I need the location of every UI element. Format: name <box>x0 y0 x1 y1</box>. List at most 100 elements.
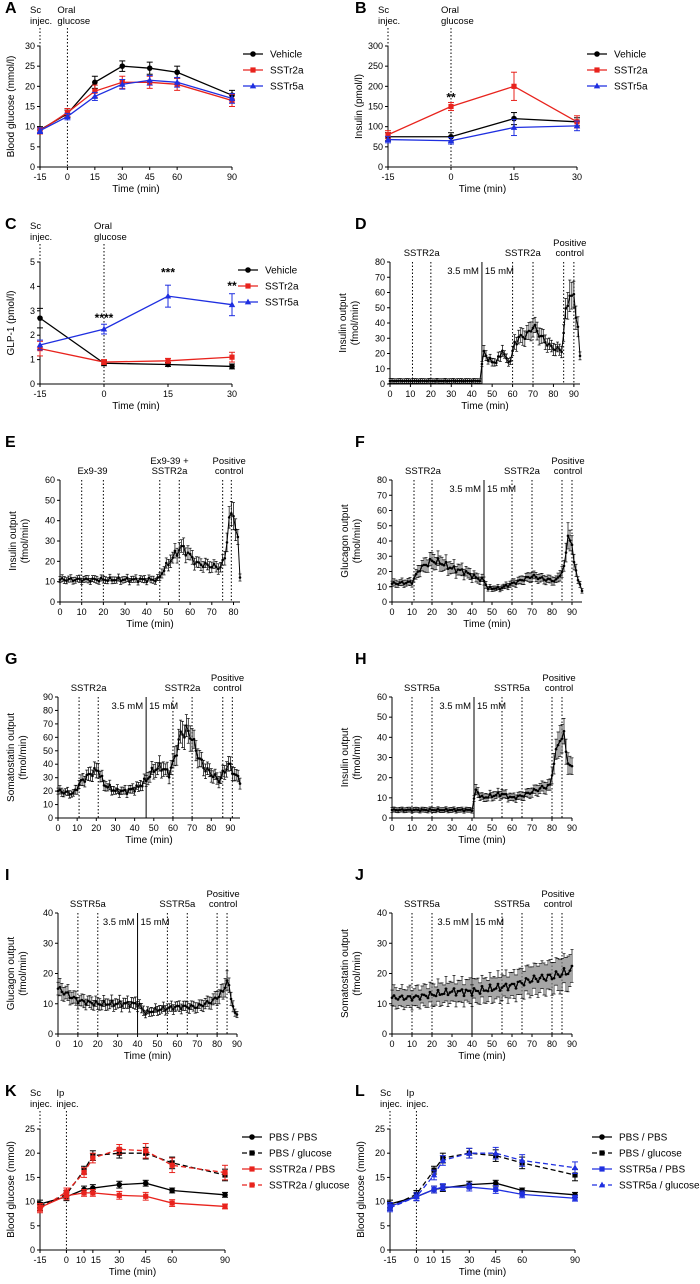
data-point <box>484 354 488 357</box>
data-point <box>169 1162 175 1168</box>
event-label: injec. <box>380 1099 402 1110</box>
data-point <box>64 109 71 116</box>
data-point <box>98 1003 102 1006</box>
data-point <box>420 993 424 996</box>
data-point <box>423 379 427 383</box>
x-tick-label: 15 <box>91 1255 101 1265</box>
treatment-label: control <box>544 899 573 910</box>
data-point <box>189 1003 193 1007</box>
data-point <box>116 1002 119 1005</box>
data-point <box>116 1146 122 1152</box>
legend-marker <box>599 1150 605 1156</box>
x-tick-label: -15 <box>33 389 46 399</box>
series-vehicle <box>37 60 235 134</box>
glucose-low-label: 3.5 mM <box>449 484 481 495</box>
treatment-label: Positive <box>553 238 586 249</box>
data-point <box>392 379 396 383</box>
data-point <box>223 986 227 990</box>
treatment-label: SSTR2a <box>165 683 202 694</box>
data-point <box>428 808 432 811</box>
data-point <box>146 1009 149 1012</box>
data-point <box>123 578 127 581</box>
data-point <box>544 787 548 790</box>
data-point <box>154 579 157 583</box>
data-point <box>420 808 424 811</box>
data-point <box>110 579 114 582</box>
data-point <box>462 379 465 383</box>
data-point <box>548 342 551 346</box>
data-point <box>541 334 545 338</box>
data-point <box>230 512 233 515</box>
event-label: injec. <box>406 1099 428 1110</box>
data-point <box>106 579 110 583</box>
data-point <box>64 113 71 119</box>
series-line <box>388 117 578 138</box>
data-point <box>225 979 229 982</box>
y-tick-label: 30 <box>377 551 387 561</box>
trace-line <box>57 723 241 796</box>
panel-letter: B <box>355 0 367 17</box>
data-point <box>458 808 462 812</box>
data-point <box>184 554 188 557</box>
data-point <box>448 808 452 812</box>
treatment-label: SSTR5a <box>494 899 531 910</box>
x-tick-label: 80 <box>547 823 557 833</box>
data-point <box>490 989 494 992</box>
data-point <box>225 768 228 771</box>
data-point <box>188 737 192 740</box>
data-point <box>570 764 574 768</box>
x-tick-label: 40 <box>467 389 477 399</box>
data-point <box>530 575 534 579</box>
x-tick-label: 45 <box>145 172 155 182</box>
data-point <box>195 560 198 564</box>
y-tick-label: 70 <box>375 272 385 282</box>
data-point <box>125 576 129 580</box>
x-tick-label: 0 <box>57 607 62 617</box>
y-axis-label: (fmol/min) <box>350 301 361 345</box>
data-point <box>196 757 200 760</box>
series-line <box>39 1148 226 1210</box>
y-tick-label: 0 <box>48 1029 53 1039</box>
panel-letter: D <box>355 216 367 233</box>
legend-marker <box>249 1134 255 1140</box>
data-point <box>538 976 542 980</box>
data-point <box>446 567 450 571</box>
data-point <box>570 964 574 968</box>
data-point <box>564 973 568 976</box>
data-point <box>169 1200 175 1206</box>
data-point <box>456 808 460 812</box>
data-point <box>90 1155 96 1161</box>
data-point <box>225 541 229 544</box>
data-point <box>146 777 150 780</box>
x-tick-label: 15 <box>90 172 100 182</box>
x-tick-label: 80 <box>206 823 216 833</box>
data-point <box>564 750 568 753</box>
data-point <box>90 1190 96 1196</box>
data-point <box>212 562 216 566</box>
x-tick-label: 40 <box>130 823 140 833</box>
data-point <box>438 562 442 565</box>
y-tick-label: 20 <box>375 1148 385 1158</box>
y-tick-label: 0 <box>30 1245 35 1255</box>
data-point <box>116 1192 122 1198</box>
legend-label: PBS / PBS <box>269 1133 318 1144</box>
data-point <box>102 578 105 581</box>
data-point <box>476 989 480 993</box>
glucose-low-label: 3.5 mM <box>111 701 143 712</box>
y-tick-label: 40 <box>377 732 387 742</box>
x-tick-label: 20 <box>98 607 108 617</box>
data-point <box>490 360 494 364</box>
x-tick-label: 30 <box>446 389 456 399</box>
data-point <box>87 772 90 776</box>
data-point <box>60 990 64 994</box>
y-tick-label: 20 <box>377 567 387 577</box>
data-point <box>405 379 408 383</box>
data-point <box>142 777 146 781</box>
data-point <box>420 564 424 567</box>
data-point <box>160 572 164 575</box>
data-point <box>208 768 211 772</box>
x-tick-label: 15 <box>441 1255 451 1265</box>
data-point <box>478 795 482 799</box>
